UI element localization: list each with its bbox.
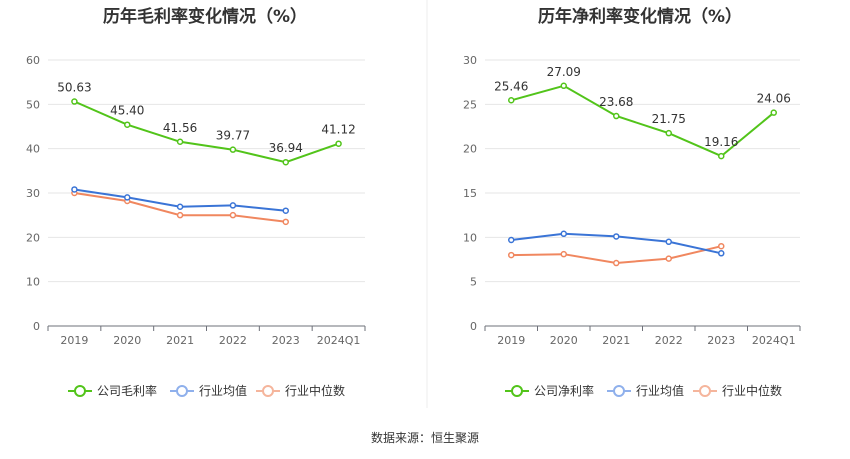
- data-label: 39.77: [216, 129, 250, 143]
- legend-label: 行业均值: [636, 383, 684, 398]
- y-tick-label: 20: [26, 231, 40, 244]
- source-note: 数据来源：恒生聚源: [371, 430, 479, 445]
- x-tick-label: 2022: [219, 334, 247, 347]
- data-point: [560, 82, 567, 90]
- y-tick-label: 10: [26, 276, 40, 289]
- y-tick-label: 30: [463, 54, 477, 67]
- x-tick-label: 2019: [60, 334, 88, 347]
- data-point: [229, 202, 237, 209]
- data-label: 25.46: [494, 79, 528, 93]
- data-label: 41.12: [321, 123, 355, 137]
- y-tick-label: 0: [33, 320, 40, 333]
- x-tick-label: 2021: [602, 334, 630, 347]
- y-tick-label: 15: [463, 187, 477, 200]
- data-point: [613, 233, 620, 240]
- y-tick-label: 5: [470, 276, 477, 289]
- x-tick-label: 2024Q1: [317, 334, 361, 347]
- chart-title: 历年毛利率变化情况（%）: [103, 6, 307, 27]
- legend-marker: [74, 385, 86, 397]
- data-label: 50.63: [57, 81, 91, 95]
- y-tick-label: 30: [26, 187, 40, 200]
- data-point: [718, 242, 725, 250]
- data-point: [229, 211, 237, 219]
- legend-label: 行业均值: [199, 383, 247, 398]
- y-tick-label: 25: [463, 98, 477, 111]
- x-tick-label: 2022: [655, 334, 683, 347]
- data-point: [665, 255, 672, 262]
- legend-label: 公司净利率: [534, 383, 594, 398]
- data-label: 21.75: [652, 112, 686, 126]
- x-tick-label: 2020: [550, 334, 578, 347]
- data-point: [718, 152, 725, 160]
- data-point: [176, 203, 184, 210]
- data-label: 24.06: [757, 92, 791, 106]
- data-point: [124, 121, 131, 128]
- y-tick-label: 50: [26, 98, 40, 111]
- data-point: [71, 186, 78, 193]
- data-label: 41.56: [163, 121, 197, 135]
- x-tick-label: 2019: [497, 334, 525, 347]
- gross-margin-chart: 历年毛利率变化情况（%） 0 10 20 30 40 50 60 2019 2020 2021 202…: [26, 6, 366, 398]
- data-point: [665, 129, 672, 137]
- x-tick-label: 2024Q1: [752, 334, 796, 347]
- data-point: [508, 251, 515, 259]
- data-point: [665, 238, 672, 246]
- data-point: [560, 250, 567, 258]
- data-point: [508, 97, 515, 104]
- data-point: [560, 230, 567, 238]
- data-label: 36.94: [269, 141, 303, 155]
- legend-marker: [613, 385, 625, 397]
- x-tick-label: 2020: [113, 334, 141, 347]
- data-label: 23.68: [599, 95, 633, 109]
- data-point: [229, 146, 237, 153]
- x-tick-label: 2021: [166, 334, 194, 347]
- y-tick-label: 0: [470, 320, 477, 333]
- legend-label: 行业中位数: [285, 383, 345, 398]
- legend-label: 行业中位数: [722, 383, 782, 398]
- data-point: [770, 109, 777, 116]
- data-point: [613, 112, 620, 120]
- data-point: [282, 207, 289, 214]
- data-point: [124, 194, 131, 201]
- y-tick-label: 60: [26, 54, 40, 67]
- legend-label: 公司毛利率: [97, 383, 157, 398]
- chart-title: 历年净利率变化情况（%）: [538, 6, 742, 27]
- y-tick-label: 20: [463, 143, 477, 156]
- series-line: [511, 84, 775, 158]
- data-label: 45.40: [110, 104, 144, 118]
- data-label: 19.16: [704, 135, 738, 149]
- x-tick-label: 2023: [272, 334, 300, 347]
- data-point: [282, 158, 289, 166]
- data-point: [508, 236, 515, 244]
- legend-marker: [699, 385, 711, 397]
- net-margin-chart: 历年净利率变化情况（%） 0 5 10 15 20 25 30 2019 2020 2021 2022…: [463, 6, 801, 398]
- data-point: [335, 140, 342, 147]
- legend-marker: [262, 385, 274, 397]
- data-point: [71, 98, 78, 105]
- data-point: [282, 218, 289, 226]
- legend-marker: [176, 385, 188, 397]
- data-point: [176, 211, 184, 219]
- series-line: [73, 100, 339, 164]
- data-point: [176, 138, 184, 146]
- data-point: [613, 259, 620, 267]
- y-tick-label: 10: [463, 231, 477, 244]
- data-label: 27.09: [547, 65, 581, 79]
- data-point: [718, 250, 725, 257]
- y-tick-label: 40: [26, 143, 40, 156]
- legend-marker: [511, 385, 523, 397]
- x-tick-label: 2023: [707, 334, 735, 347]
